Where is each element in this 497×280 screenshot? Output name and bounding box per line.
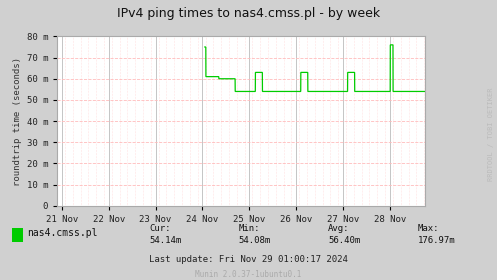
- Text: Last update: Fri Nov 29 01:00:17 2024: Last update: Fri Nov 29 01:00:17 2024: [149, 255, 348, 264]
- Text: Max:: Max:: [417, 224, 439, 233]
- Text: Munin 2.0.37-1ubuntu0.1: Munin 2.0.37-1ubuntu0.1: [195, 270, 302, 279]
- Text: 176.97m: 176.97m: [417, 236, 455, 245]
- Text: 54.14m: 54.14m: [149, 236, 181, 245]
- Text: Avg:: Avg:: [328, 224, 349, 233]
- Text: RRDTOOL / TOBI OETIKER: RRDTOOL / TOBI OETIKER: [488, 88, 494, 181]
- Text: IPv4 ping times to nas4.cmss.pl - by week: IPv4 ping times to nas4.cmss.pl - by wee…: [117, 7, 380, 20]
- Y-axis label: roundtrip time (seconds): roundtrip time (seconds): [13, 57, 22, 186]
- Text: nas4.cmss.pl: nas4.cmss.pl: [27, 228, 98, 238]
- Text: 54.08m: 54.08m: [239, 236, 271, 245]
- Text: Min:: Min:: [239, 224, 260, 233]
- Text: 56.40m: 56.40m: [328, 236, 360, 245]
- Text: Cur:: Cur:: [149, 224, 170, 233]
